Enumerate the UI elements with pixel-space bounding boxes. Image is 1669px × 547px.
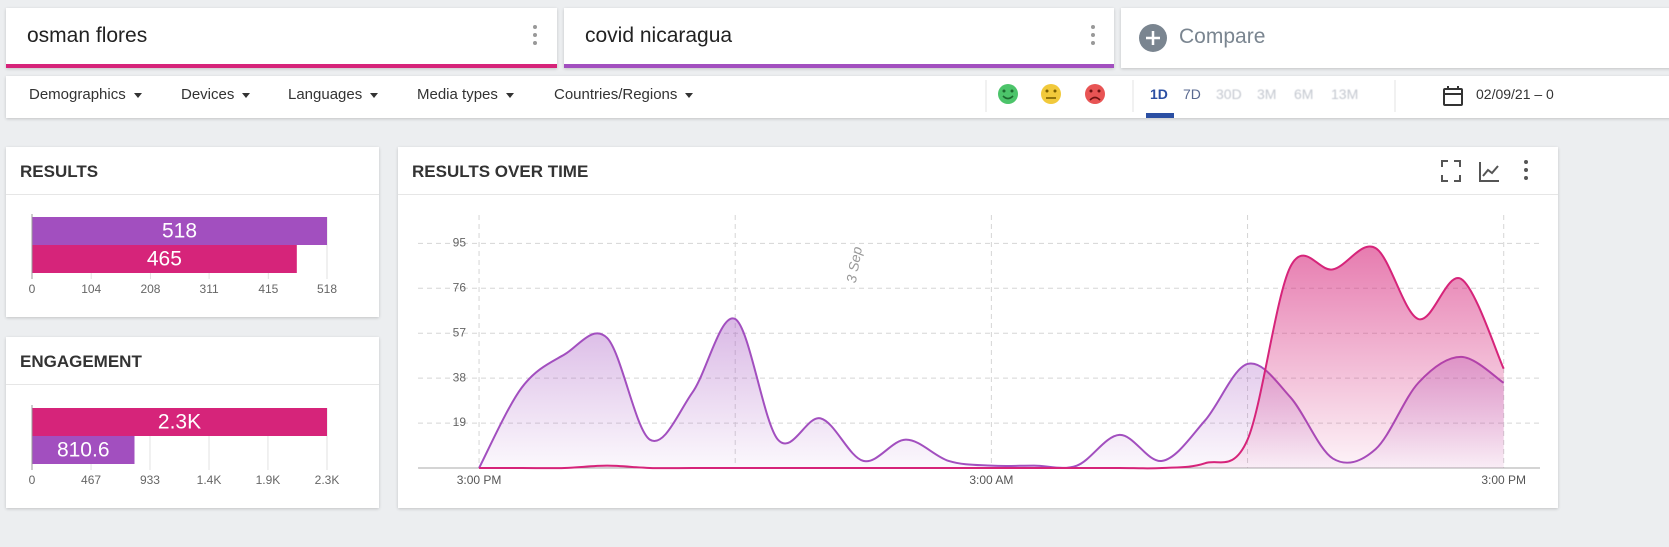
card-title: RESULTS OVER TIME — [412, 162, 589, 181]
period-button[interactable]: 3M — [1257, 86, 1277, 102]
add-icon — [1139, 24, 1167, 52]
results-card: RESULTS — [6, 147, 379, 317]
engagement-card: ENGAGEMENT — [6, 337, 379, 508]
date-range[interactable]: 02/09/21 – 0 — [1476, 86, 1554, 102]
card-title: RESULTS — [20, 162, 99, 181]
compare-tab[interactable]: Compare — [1121, 8, 1669, 68]
filter-dropdown[interactable]: Devices — [181, 86, 250, 103]
period-button[interactable]: 1D — [1150, 86, 1168, 102]
menu[interactable] — [533, 25, 537, 49]
period-button[interactable]: 6M — [1294, 86, 1314, 102]
query-tab[interactable]: covid nicaragua — [564, 8, 1114, 68]
query-tab[interactable]: osman flores — [6, 8, 557, 68]
query-label: covid nicaragua — [585, 24, 733, 47]
period-button[interactable]: 30D — [1216, 86, 1242, 102]
filter-dropdown[interactable]: Demographics — [29, 86, 142, 103]
period-button[interactable]: 13M — [1331, 86, 1359, 102]
filter-bar — [6, 76, 1669, 118]
compare-label: Compare — [1179, 25, 1266, 48]
query-label: osman flores — [27, 24, 148, 47]
card-title: ENGAGEMENT — [20, 352, 142, 371]
results-over-time-card: RESULTS OVER TIME — [398, 147, 1558, 508]
filter-dropdown[interactable]: Media types — [417, 86, 514, 103]
filter-dropdown[interactable]: Languages — [288, 86, 378, 103]
period-button[interactable]: 7D — [1183, 86, 1201, 102]
menu[interactable] — [1091, 25, 1095, 49]
filter-dropdown[interactable]: Countries/Regions — [554, 86, 693, 103]
